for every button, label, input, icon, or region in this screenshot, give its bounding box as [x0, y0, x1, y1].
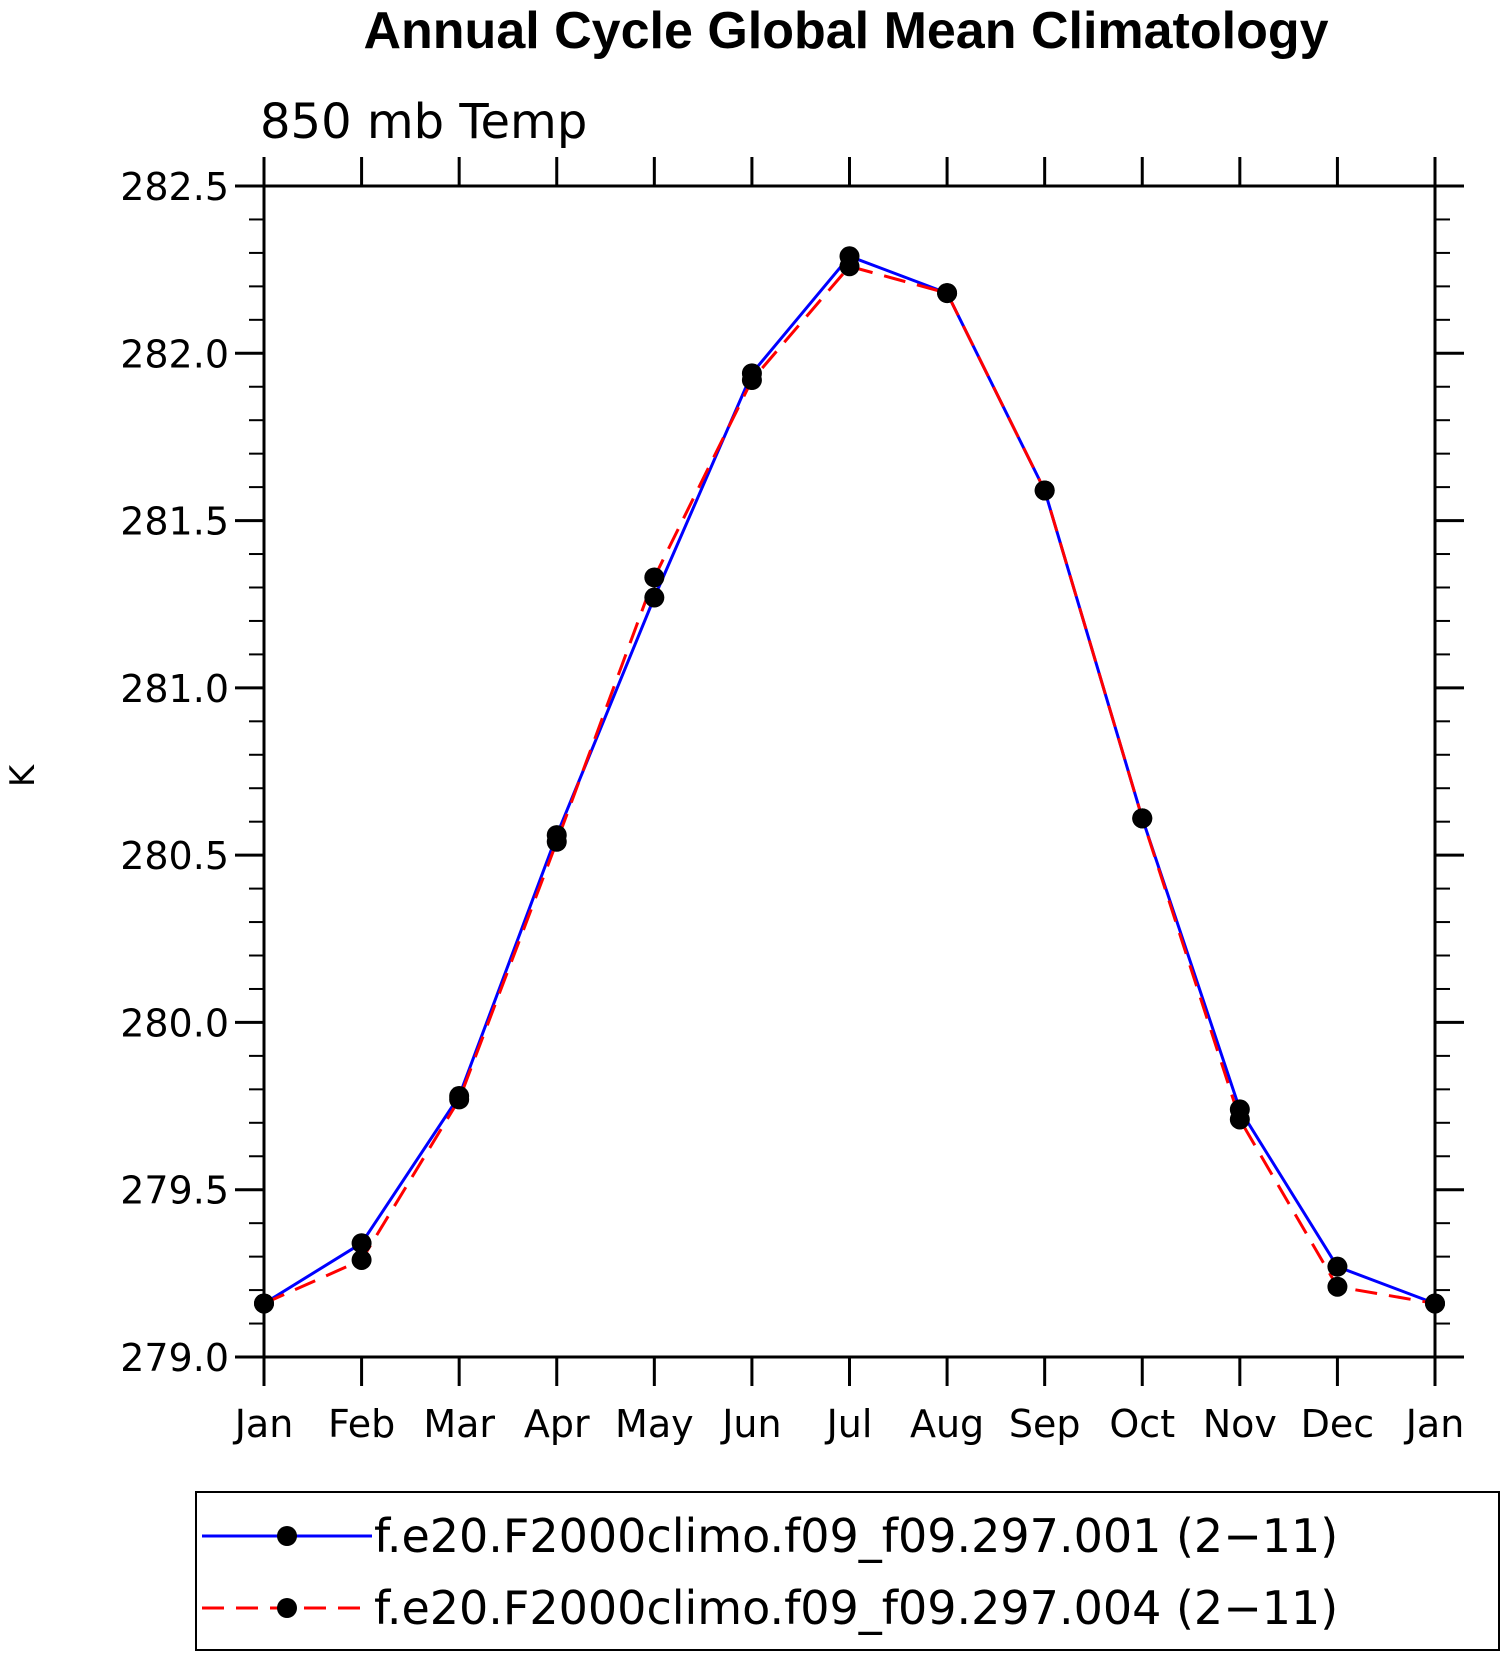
plot-frame [262, 184, 1437, 1359]
legend: f.e20.F2000climo.f09_f09.297.001 (2−11) f… [195, 1491, 1500, 1651]
y-tick-label: 279.0 [120, 1336, 229, 1380]
series-1-point [1327, 1256, 1348, 1277]
x-tick-label: Jun [720, 1402, 781, 1446]
series-2-point [1034, 480, 1055, 501]
series-2-point [937, 283, 958, 304]
x-tick-label: Mar [423, 1402, 495, 1446]
plot-area: 279.0 279.5 280.0 280.5 281.0 281.5 282.0 282.5… [120, 157, 1464, 1446]
y-tick-label: 280.0 [120, 1001, 229, 1045]
series-1-point [351, 1233, 372, 1254]
x-tick-label: Dec [1301, 1402, 1375, 1446]
x-tick-label: Nov [1203, 1402, 1277, 1446]
series-2-point [1229, 1109, 1250, 1130]
series-line-1 [263, 254, 1436, 1305]
y-tick-label: 280.5 [120, 834, 229, 878]
series-2-point [449, 1089, 470, 1110]
series-2-point [254, 1293, 274, 1314]
series-2-point [1132, 808, 1153, 829]
series-2-point [1327, 1276, 1348, 1297]
y-axis-label: K [3, 763, 43, 787]
x-tick-label: Feb [328, 1402, 395, 1446]
series-2-point [1425, 1293, 1445, 1314]
series-2-point [546, 831, 567, 852]
series-2-point [839, 256, 860, 277]
y-tick-label: 281.5 [120, 500, 229, 544]
x-tick-label: Apr [524, 1402, 590, 1446]
legend-marker-2 [277, 1598, 297, 1618]
y-tick-label: 282.0 [120, 332, 229, 376]
x-tick-label: Jan [1404, 1402, 1465, 1446]
x-tick-label: Aug [910, 1402, 984, 1446]
chart-title: Annual Cycle Global Mean Climatology [363, 2, 1328, 60]
y-tick-label: 279.5 [120, 1169, 229, 1213]
series-1-point [644, 587, 665, 608]
x-tick-label: Jul [825, 1402, 873, 1446]
x-tick-label: Jan [233, 1402, 294, 1446]
x-tick-label: Oct [1109, 1402, 1175, 1446]
y-tick-label: 281.0 [120, 667, 229, 711]
legend-marker-1 [277, 1526, 297, 1546]
x-tick-label: Sep [1009, 1402, 1081, 1446]
legend-label-2: f.e20.F2000climo.f09_f09.297.004 (2−11) [374, 1581, 1338, 1635]
series-2-point [644, 567, 665, 588]
series-2-point [351, 1249, 372, 1270]
legend-box [195, 1491, 1500, 1651]
x-tick-label: May [615, 1402, 694, 1446]
series-line-2 [263, 264, 1436, 1305]
y-tick-label: 282.5 [120, 165, 229, 209]
series-2-point [741, 370, 762, 391]
legend-label-1: f.e20.F2000climo.f09_f09.297.001 (2−11) [374, 1509, 1338, 1563]
chart-subtitle: 850 mb Temp [260, 94, 587, 150]
